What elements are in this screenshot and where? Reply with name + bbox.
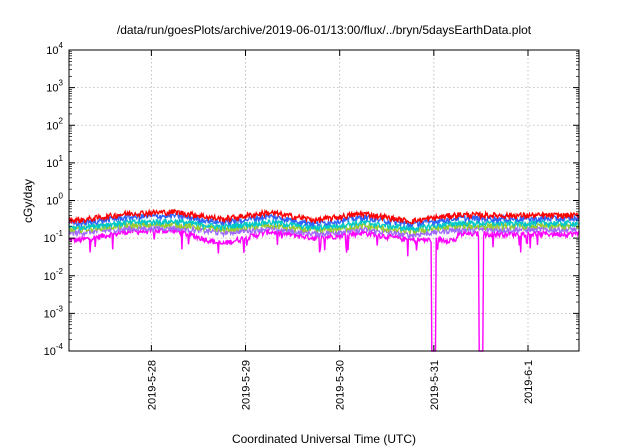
x-tick-label: 2019-5-28 — [146, 360, 158, 410]
y-tick-label: 100 — [46, 192, 63, 208]
y-tick-label: 101 — [46, 154, 63, 170]
series-line — [68, 211, 580, 229]
x-tick-label: 2019-6-1 — [523, 360, 535, 404]
y-tick-label: 103 — [46, 79, 63, 95]
y-tick-label: 10-1 — [44, 229, 64, 245]
y-tick-label: 10-2 — [44, 267, 64, 283]
ticks: 10-4 10-3 10-2 10-1 100 101 102 103 104 2019-5-28… — [44, 41, 579, 410]
x-tick-label: 2019-5-31 — [429, 360, 441, 410]
y-axis-label: cGy/day — [21, 179, 35, 223]
series-line — [68, 225, 580, 352]
x-tick-label: 2019-5-30 — [335, 360, 347, 410]
series-layer — [68, 208, 580, 352]
x-axis-label: Coordinated Universal Time (UTC) — [232, 432, 416, 446]
chart-title: /data/run/goesPlots/archive/2019-06-01/1… — [117, 23, 532, 37]
series-line — [68, 223, 579, 239]
x-tick-label: 2019-5-29 — [241, 360, 253, 410]
series-line — [68, 217, 580, 233]
y-tick-label: 104 — [46, 41, 63, 57]
series-line — [68, 208, 580, 225]
y-tick-label: 10-3 — [44, 304, 64, 320]
grid — [69, 50, 579, 351]
y-tick-label: 10-4 — [44, 342, 64, 358]
y-tick-label: 102 — [46, 116, 63, 132]
